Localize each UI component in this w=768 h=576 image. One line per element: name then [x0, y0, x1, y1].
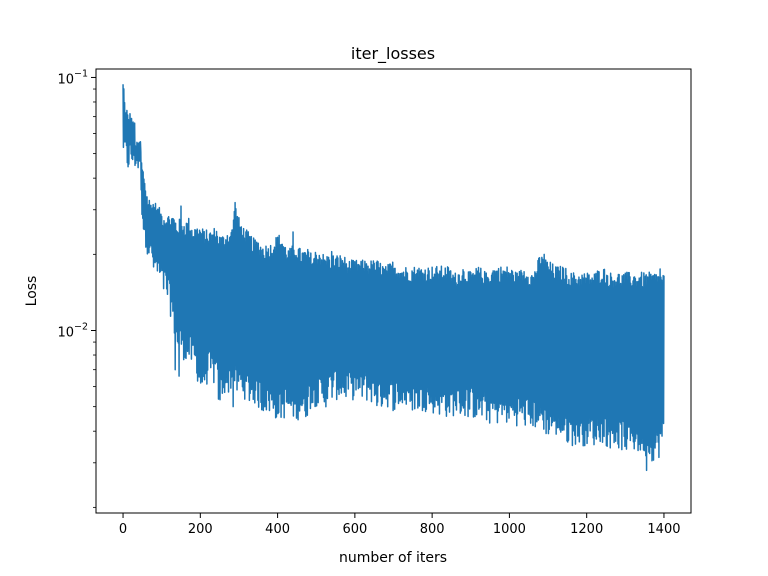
plot-frame [95, 68, 692, 514]
x-tick-label: 1000 [493, 522, 526, 537]
y-tick-label: 10−2 [57, 321, 88, 340]
x-tick-label: 1400 [647, 522, 680, 537]
x-tick-label: 600 [342, 522, 367, 537]
series-line-0 [122, 84, 665, 472]
y-axis-ticks: 10−2 10−1 [57, 68, 96, 508]
y-tick-label: 10−1 [57, 68, 88, 87]
y-axis-label: Loss [24, 276, 40, 307]
x-tick-label: 800 [420, 522, 445, 537]
x-tick-label: 400 [265, 522, 290, 537]
series-layer [122, 84, 665, 472]
x-tick-label: 0 [119, 522, 127, 537]
x-tick-label: 200 [188, 522, 213, 537]
x-axis-label: number of iters [339, 550, 447, 566]
x-axis-ticks: 0 200 400 600 800 1000 1200 1400 [119, 513, 681, 537]
x-tick-label: 1200 [570, 522, 603, 537]
chart-title: iter_losses [351, 44, 435, 64]
